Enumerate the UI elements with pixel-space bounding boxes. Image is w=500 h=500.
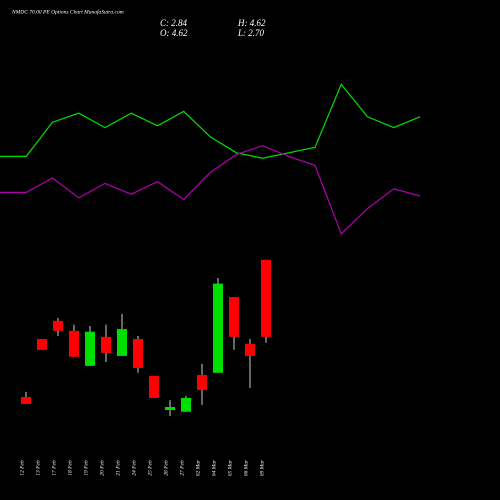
x-tick-label: 09 Mar — [259, 459, 265, 476]
x-tick-label: 18 Feb — [67, 460, 73, 476]
candle-body — [21, 397, 31, 404]
candle-body — [245, 343, 255, 356]
x-tick-label: 27 Feb — [179, 460, 185, 476]
ohlc-low: L: 2.70 — [237, 28, 265, 38]
chart-title: NMDC 70.00 PE Options Chart MunafaSutra.… — [11, 8, 124, 15]
x-tick-label: 13 Feb — [35, 460, 41, 476]
candle-body — [37, 339, 47, 350]
candle-body — [149, 375, 159, 398]
ohlc-high: H: 4.62 — [237, 18, 266, 28]
candle-body — [53, 320, 63, 331]
indicator-line — [0, 83, 421, 159]
x-tick-label: 06 Mar — [243, 459, 249, 476]
ohlc-close: C: 2.84 — [160, 18, 188, 28]
candle-body — [69, 330, 79, 357]
x-tick-label: 20 Feb — [99, 460, 105, 476]
x-tick-label: 25 Feb — [147, 460, 153, 476]
ohlc-open: O: 4.62 — [160, 28, 188, 38]
x-tick-label: 04 Mar — [210, 459, 217, 476]
candle-body — [133, 339, 143, 369]
candle-body — [197, 374, 207, 391]
x-tick-label: 05 Mar — [227, 459, 233, 476]
candle-body — [101, 336, 111, 353]
candle-body — [165, 407, 175, 411]
candle-body — [261, 259, 271, 337]
candle-body — [181, 397, 191, 412]
candle-body — [85, 331, 95, 366]
candle-body — [117, 329, 127, 356]
x-tick-label: 12 Feb — [19, 460, 25, 476]
x-tick-label: 21 Feb — [115, 460, 121, 476]
x-tick-label: 17 Feb — [51, 460, 57, 476]
x-tick-label: 19 Feb — [83, 460, 89, 476]
indicator-line — [0, 144, 421, 235]
x-tick-label: 02 Mar — [195, 459, 201, 476]
candle-body — [229, 297, 239, 337]
x-tick-label: 26 Feb — [163, 460, 169, 476]
candle-body — [213, 283, 223, 373]
x-tick-label: 24 Feb — [130, 460, 137, 476]
